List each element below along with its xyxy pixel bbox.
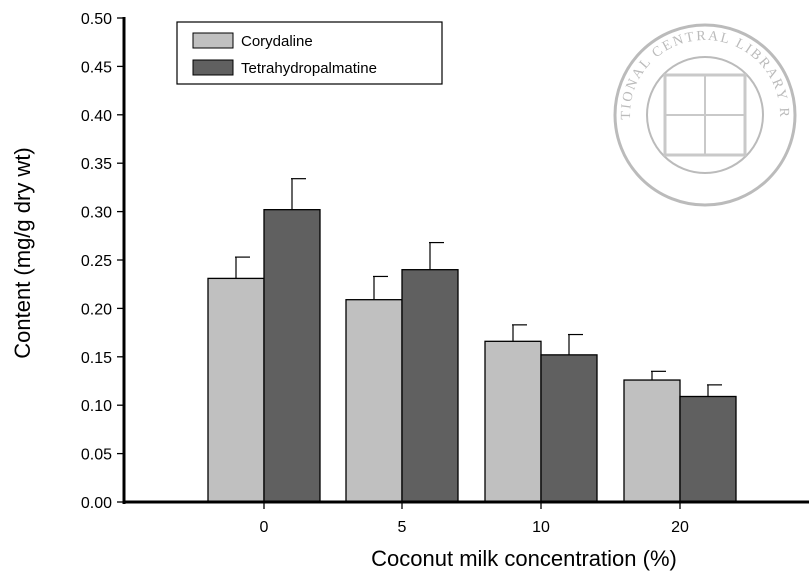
bar-corydaline-5 xyxy=(345,299,403,503)
bar-tetrahydropalmatine-5 xyxy=(401,269,459,503)
y-tick-label: 0.40 xyxy=(81,108,112,125)
x-tick-label: 5 xyxy=(398,519,407,536)
bar-tetrahydropalmatine-0 xyxy=(263,209,321,503)
legend-swatch-tetrahydropalmatine xyxy=(192,59,234,76)
bar-corydaline-10 xyxy=(484,340,542,503)
y-tick-label: 0.30 xyxy=(81,205,112,222)
legend-swatch-corydaline xyxy=(192,32,234,49)
legend: Corydaline Tetrahydropalmatine xyxy=(176,21,443,85)
y-tick-label: 0.50 xyxy=(81,11,112,28)
y-tick-label: 0.25 xyxy=(81,253,112,270)
bars xyxy=(207,209,737,503)
y-tick-label: 0.35 xyxy=(81,156,112,173)
error-bars xyxy=(235,178,722,397)
x-tick-label: 10 xyxy=(532,519,550,536)
legend-label-corydaline: Corydaline xyxy=(241,33,313,50)
bar-corydaline-0 xyxy=(207,277,265,503)
y-tick-label: 0.20 xyxy=(81,301,112,318)
stamp-inner-ring xyxy=(646,56,764,174)
y-tick-label: 0.05 xyxy=(81,447,112,464)
bar-tetrahydropalmatine-10 xyxy=(540,354,598,503)
x-tick-label: 0 xyxy=(260,519,269,536)
x-axis-title: Coconut milk concentration (%) xyxy=(371,546,677,571)
x-tick-label: 20 xyxy=(671,519,689,536)
stamp-outer-ring xyxy=(613,23,797,207)
y-axis-title: Content (mg/g dry wt) xyxy=(10,147,35,359)
y-tick-label: 0.10 xyxy=(81,398,112,415)
legend-label-tetrahydropalmatine: Tetrahydropalmatine xyxy=(241,60,377,77)
y-tick-label: 0.00 xyxy=(81,495,112,512)
axes: 0 5 10 20 0.00 0.05 0.10 0.15 0.20 0.25 0.30 0.35 0.… xyxy=(81,11,809,536)
y-tick-label: 0.45 xyxy=(81,59,112,76)
bar-corydaline-20 xyxy=(623,379,681,503)
bar-tetrahydropalmatine-20 xyxy=(679,395,737,503)
y-tick-label: 0.15 xyxy=(81,350,112,367)
